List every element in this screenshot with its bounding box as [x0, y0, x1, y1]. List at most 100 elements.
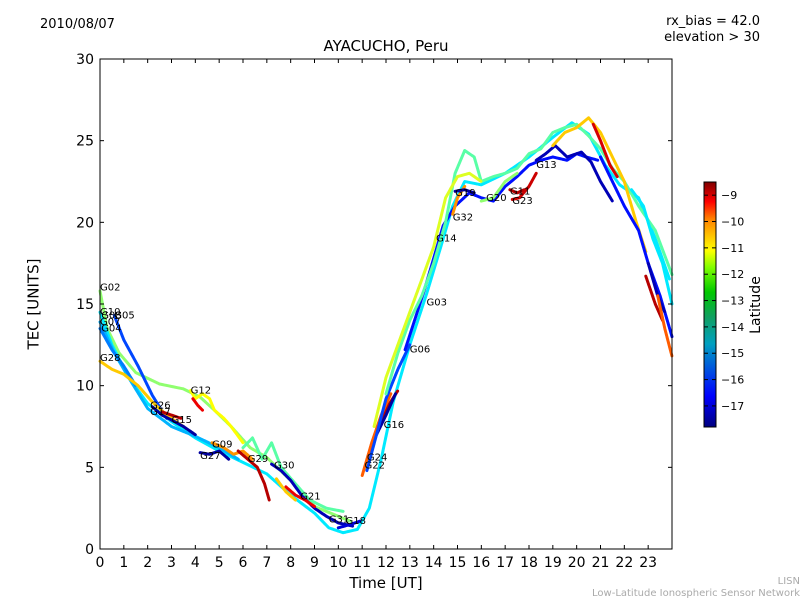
prn-label: G08: [101, 310, 121, 321]
prn-label: G14: [436, 234, 456, 245]
x-tick-label: 23: [639, 555, 657, 571]
x-tick-label: 19: [544, 555, 562, 571]
x-tick-label: 9: [310, 555, 319, 571]
series-G29b: [241, 436, 345, 513]
x-tick-label: 21: [592, 555, 610, 571]
prn-label: G30: [274, 461, 294, 472]
series-G21: [284, 485, 316, 508]
colorbar-ticks: −9 −10 −11 −12 −13 −14 −15 −16 −17: [704, 189, 744, 413]
x-tick-label: 1: [119, 555, 128, 571]
series-G17b: [630, 188, 674, 306]
prn-label: G13: [536, 160, 556, 171]
colorbar-tick-label: −17: [721, 400, 744, 413]
x-axis-label: Time [UT]: [349, 574, 423, 592]
series-G05: [112, 313, 169, 420]
x-tick-label: 15: [449, 555, 467, 571]
x-tick-label: 4: [191, 555, 200, 571]
colorbar-tick-label: −12: [721, 268, 744, 281]
date-label: 2010/08/07: [40, 17, 115, 32]
colorbar: [703, 181, 717, 428]
prn-label: G16: [384, 420, 404, 431]
x-tick-label: 3: [167, 555, 176, 571]
colorbar-tick-label: −14: [721, 321, 744, 334]
prn-label: G02: [100, 283, 120, 294]
prn-label: G31: [329, 515, 349, 526]
prn-label: G06: [410, 345, 430, 356]
y-tick-label: 15: [76, 297, 94, 313]
series-G29: [236, 449, 271, 502]
series-G19: [453, 188, 476, 195]
prn-label: G07: [100, 317, 120, 328]
series-G08b: [656, 294, 674, 358]
axes-layer: 0 1 2 3 4 5 6 7 8 9 10 11 12 13 14 15 16 17 18 19 20 21 22 2305…: [76, 52, 672, 571]
x-tick-label: 7: [262, 555, 271, 571]
prn-label: G17: [150, 407, 170, 418]
series-G04: [98, 327, 138, 388]
series-G25: [599, 155, 674, 339]
colorbar-tick-label: −15: [721, 347, 744, 360]
x-tick-label: 18: [520, 555, 538, 571]
series-G21b: [274, 477, 297, 502]
x-tick-label: 14: [425, 555, 443, 571]
series-layer: [98, 116, 674, 535]
prn-label: G32: [453, 212, 473, 223]
prn-label: G10: [100, 307, 120, 318]
x-tick-label: 0: [96, 555, 105, 571]
series-G17: [150, 405, 197, 437]
series-G14: [372, 171, 483, 428]
series-G20: [479, 171, 519, 203]
series-G18: [336, 519, 362, 530]
prn-label: G09: [212, 440, 232, 451]
y-tick-label: 10: [76, 379, 94, 395]
prn-label: G04: [101, 324, 121, 335]
y-tick-label: 0: [85, 542, 94, 558]
prn-label: G20: [486, 193, 506, 204]
chart-title: AYACUCHO, Peru: [323, 37, 449, 55]
series-G23: [510, 171, 538, 201]
prn-label: G11: [510, 186, 530, 197]
prn-label: G27: [200, 451, 220, 462]
series-G12b: [191, 397, 204, 412]
rx-bias-label: rx_bias = 42.0: [666, 14, 760, 29]
prn-label: G26: [150, 400, 170, 411]
x-tick-label: 13: [401, 555, 419, 571]
prn-label: G21: [300, 492, 320, 503]
colorbar-tick-label: −13: [721, 295, 744, 308]
x-tick-label: 12: [377, 555, 395, 571]
prn-label: G12: [191, 386, 211, 397]
series-G13: [534, 144, 614, 203]
prn-label: G23: [512, 196, 532, 207]
series-G12: [189, 389, 245, 445]
org-short-label: LISN: [777, 576, 800, 587]
prn-label: G22: [365, 461, 385, 472]
colorbar-tick-label: −11: [721, 242, 744, 255]
series-G09: [210, 441, 254, 461]
colorbar-label: Latitude: [748, 276, 764, 334]
series-G27: [198, 449, 231, 461]
series-G06: [403, 152, 600, 352]
prn-label: G28: [100, 353, 120, 364]
series-G15: [160, 410, 183, 420]
colorbar-tick-label: −9: [721, 189, 737, 202]
y-tick-label: 30: [76, 52, 94, 68]
x-tick-label: 22: [615, 555, 633, 571]
y-tick-label: 5: [85, 460, 94, 476]
series-G01: [644, 274, 664, 322]
colorbar-tick-label: −16: [721, 374, 744, 387]
x-tick-label: 8: [286, 555, 295, 571]
x-tick-label: 11: [353, 555, 371, 571]
series-G13c: [591, 122, 619, 179]
series-G28: [98, 359, 185, 428]
org-long-label: Low-Latitude Ionospheric Sensor Network: [592, 588, 800, 599]
series-G22: [365, 343, 412, 473]
x-tick-label: 17: [496, 555, 514, 571]
elevation-label: elevation > 30: [664, 30, 760, 45]
prn-label: G29: [248, 454, 268, 465]
series-G13b: [551, 116, 648, 254]
prn-label: G19: [455, 188, 475, 199]
prn-label: G24: [367, 453, 387, 464]
prn-label: G03: [427, 297, 447, 308]
x-tick-label: 5: [215, 555, 224, 571]
series-G02: [98, 289, 352, 523]
